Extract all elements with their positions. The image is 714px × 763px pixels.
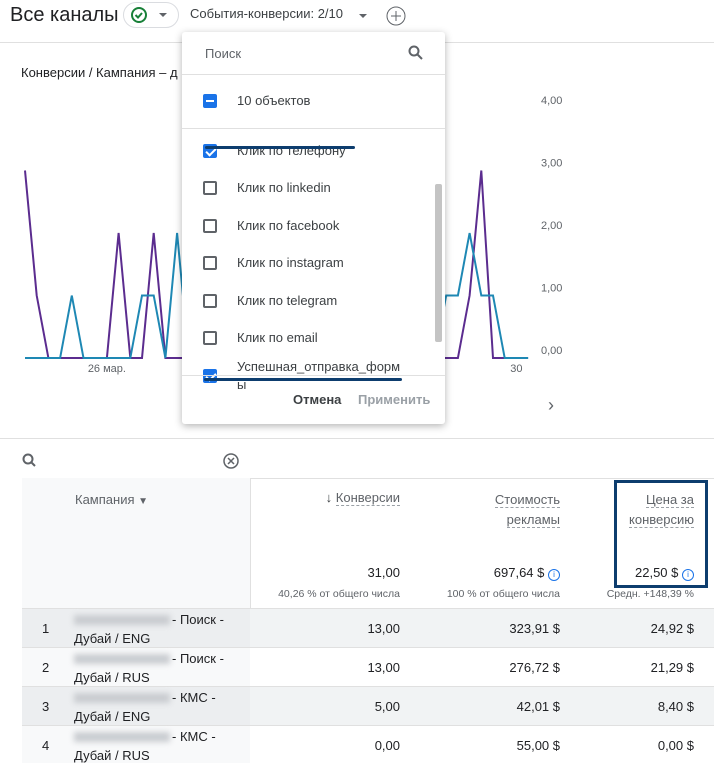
col-header-text: Конверсии <box>335 490 400 506</box>
total-note: 40,26 % от общего числа <box>278 588 400 600</box>
total-note: 100 % от общего числа <box>446 588 560 600</box>
divider <box>182 375 445 376</box>
cell-value: 13,00 <box>367 621 400 636</box>
cell-value: 0,00 <box>374 738 400 753</box>
table-row: 1 - Поиск - Дубай / ENG 13,00 323,91 $ 24,92… <box>22 608 714 648</box>
row-number: 3 <box>42 699 50 714</box>
filter-chip[interactable]: События-конверсии: 2/10 <box>190 6 344 21</box>
checkbox-label: Клик по linkedin <box>237 180 331 195</box>
checkbox <box>203 218 217 233</box>
status-chip[interactable] <box>123 2 179 28</box>
redacted-name <box>74 732 170 742</box>
page-title: Все каналы <box>10 4 119 26</box>
col-header[interactable]: Стоимость рекламы <box>470 490 560 530</box>
campaign-name: - КМС - Дубай / RUS <box>74 729 216 763</box>
row-number: 2 <box>42 660 50 675</box>
annotation-underline <box>205 146 355 149</box>
cell-value: 42,01 $ <box>516 699 560 714</box>
checkbox <box>203 181 217 195</box>
total-value: 22,50 $ <box>635 565 679 580</box>
row-number: 4 <box>42 738 50 753</box>
divider <box>182 128 445 129</box>
checkbox-item[interactable]: Клик по telegram <box>182 282 445 319</box>
redacted-name <box>74 615 170 625</box>
checkbox-label: Клик по email <box>237 330 318 345</box>
chip-icons <box>131 7 167 23</box>
checkbox-label: 10 объектов <box>237 92 311 108</box>
total: 31,00 <box>367 565 400 580</box>
redacted-name <box>74 693 170 703</box>
cell-value: 8,40 $ <box>657 699 694 714</box>
checkbox <box>203 331 217 345</box>
search-input[interactable]: Поиск <box>205 46 242 61</box>
checkbox-label: Успешная_отправка_формы <box>237 358 401 392</box>
y-tick-label: 4,00 <box>541 95 562 107</box>
scrollbar[interactable] <box>435 184 442 342</box>
campaign-name: - КМС - Дубай / ENG <box>74 690 216 724</box>
chart-subtitle: Конверсии / Кампания – д <box>21 65 178 80</box>
campaign-name: - Поиск - Дубай / ENG <box>74 612 224 646</box>
total-value: 697,64 $ <box>493 565 545 580</box>
annotation-underline <box>204 378 402 381</box>
checkbox-item[interactable]: Клик по facebook <box>182 207 445 244</box>
table-row: 4 - КМС - Дубай / RUS 0,00 55,00 $ 0,00 $ <box>22 725 714 763</box>
checkbox <box>203 93 217 108</box>
redacted-name <box>74 654 170 664</box>
table-row: 2 - Поиск - Дубай / RUS 13,00 276,72 $ 21,29… <box>22 647 714 687</box>
checkbox-label: Клик по facebook <box>237 217 340 233</box>
divider <box>22 478 714 479</box>
next-arrow[interactable]: › <box>548 395 554 415</box>
campaign-name: - Поиск - Дубай / RUS <box>74 651 224 685</box>
cell-value: 13,00 <box>367 660 400 675</box>
checkbox-item[interactable]: 10 объектов <box>182 82 445 119</box>
col-header-text: Стоимость рекламы <box>494 492 560 528</box>
checkbox-label: Клик по телефону <box>237 142 346 158</box>
col-header[interactable]: Кампания ▼ <box>75 492 149 507</box>
x-tick-label: 26 мар. <box>87 363 126 375</box>
y-tick-label: 1,00 <box>541 283 562 295</box>
cell-value: 24,92 $ <box>650 621 694 636</box>
x-tick-label: 30 <box>510 363 523 375</box>
checkbox <box>203 256 217 270</box>
highlight-box <box>614 480 708 588</box>
cell-value: 0,00 $ <box>657 738 694 753</box>
checkbox-label: Клик по telegram <box>237 292 338 308</box>
cell-value: 55,00 $ <box>516 738 560 753</box>
col-header-text: Кампания <box>75 492 135 507</box>
total: 22,50 $ i <box>594 565 694 581</box>
cancel-button[interactable]: Отмена <box>293 392 342 407</box>
checkbox-item[interactable]: Клик по instagram <box>182 245 445 282</box>
checkbox-item[interactable]: Клик по linkedin <box>182 170 445 207</box>
cell-value: 21,29 $ <box>650 660 694 675</box>
y-tick-label: 0,00 <box>541 345 562 357</box>
table-search-icons <box>22 453 239 469</box>
cell-value: 323,91 $ <box>509 621 560 636</box>
y-tick-label: 3,00 <box>541 158 562 170</box>
checkbox-item[interactable]: Клик по телефону <box>182 132 445 169</box>
apply-button[interactable]: Применить <box>358 392 431 407</box>
divider <box>182 74 445 75</box>
col-header[interactable]: ↓ Конверсии <box>325 490 400 506</box>
total: 697,64 $ i <box>460 565 560 581</box>
y-tick-label: 2,00 <box>541 220 562 232</box>
col-header[interactable]: Цена за конверсию <box>610 490 694 530</box>
row-number: 1 <box>42 621 50 636</box>
header-left <box>22 478 250 608</box>
dropdown: Поиск 10 объектов Клик по телефону Клик по… <box>182 32 445 424</box>
checkbox <box>203 293 217 308</box>
cell-value: 5,00 <box>374 699 400 714</box>
total-note: Средн. +148,39 % <box>606 588 694 600</box>
header-icons <box>359 6 406 26</box>
checkbox-label: Клик по instagram <box>237 255 344 270</box>
table-row: 3 - КМС - Дубай / ENG 5,00 42,01 $ 8,40 $ <box>22 686 714 726</box>
search-icon <box>408 45 423 60</box>
checkbox-item[interactable]: Клик по email <box>182 320 445 357</box>
col-header-text: Цена за конверсию <box>629 492 694 528</box>
cell-value: 276,72 $ <box>509 660 560 675</box>
divider <box>0 438 714 439</box>
